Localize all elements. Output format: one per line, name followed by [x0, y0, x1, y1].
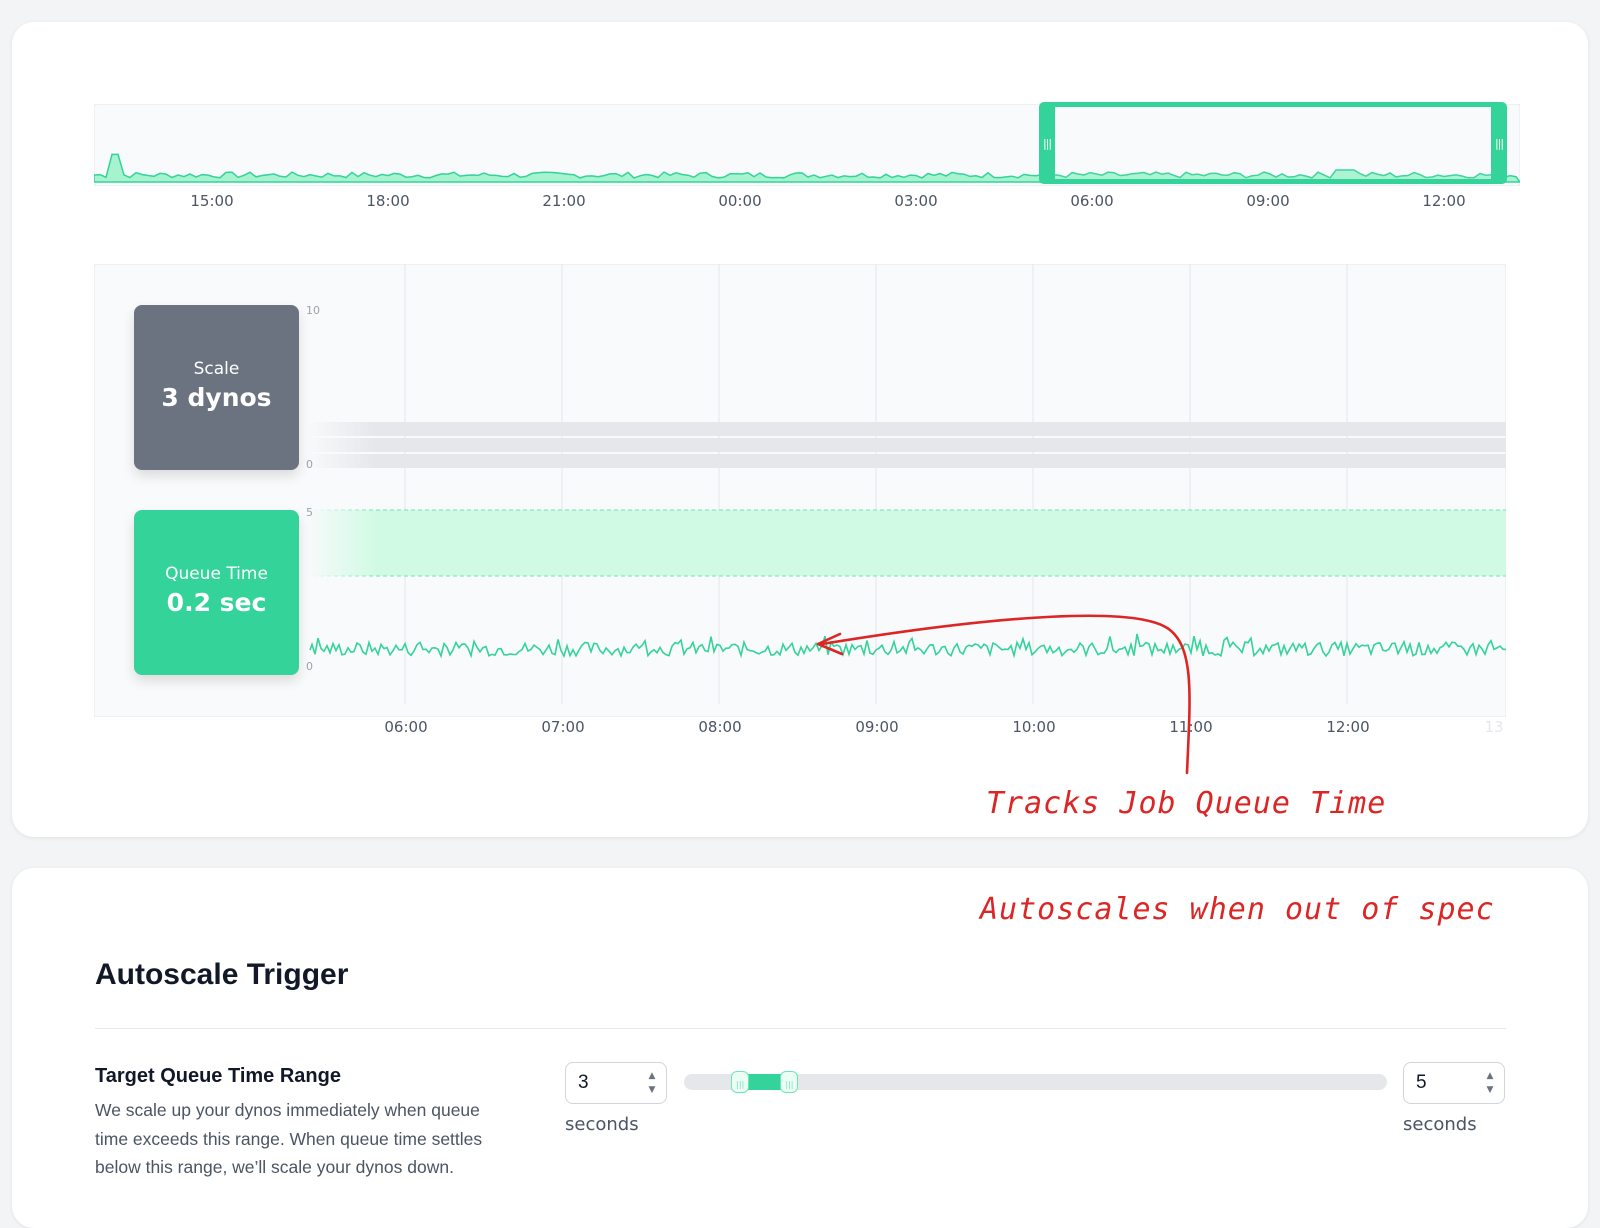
min-queue-input[interactable] — [566, 1063, 638, 1103]
annotation-autoscales: Autoscales when out of spec — [980, 892, 1495, 927]
grip-icon: ||| — [736, 1080, 745, 1089]
slider-min-thumb[interactable]: ||| — [731, 1071, 750, 1093]
section-divider — [95, 1028, 1506, 1029]
detail-tick: 08:00 — [698, 718, 742, 736]
scale-tile-label: Scale — [193, 359, 240, 379]
overview-tick: 00:00 — [718, 192, 762, 210]
selection-left-handle[interactable]: ||| — [1039, 107, 1055, 179]
overview-tick: 21:00 — [542, 192, 586, 210]
annotation-tracks: Tracks Job Queue Time — [986, 786, 1387, 821]
overview-tick: 03:00 — [894, 192, 938, 210]
detail-tick: 09:00 — [855, 718, 899, 736]
grip-icon: ||| — [785, 1080, 794, 1089]
queue-time-tile-label: Queue Time — [165, 564, 268, 584]
scale-tile: Scale 3 dynos — [134, 305, 299, 470]
overview-tick: 12:00 — [1422, 192, 1466, 210]
min-unit-label: seconds — [565, 1114, 639, 1135]
queue-range-slider[interactable]: ||| ||| — [684, 1071, 1387, 1093]
detail-tick: 11:00 — [1169, 718, 1213, 736]
chevron-down-icon[interactable]: ▼ — [1486, 1085, 1494, 1095]
detail-tick: 07:00 — [541, 718, 585, 736]
queue-y-min: 0 — [306, 660, 313, 673]
chevron-up-icon[interactable]: ▲ — [1486, 1071, 1494, 1081]
detail-tick: 13 — [1484, 718, 1504, 736]
scale-band — [306, 422, 1506, 436]
target-range-band — [306, 510, 1506, 576]
max-queue-stepper[interactable]: ▲ ▼ — [1403, 1062, 1505, 1104]
grip-icon: ||| — [1042, 136, 1052, 150]
autoscale-card — [12, 868, 1588, 1228]
detail-tick: 12:00 — [1326, 718, 1370, 736]
slider-selected-range — [740, 1074, 790, 1090]
overview-tick: 18:00 — [366, 192, 410, 210]
scale-band — [306, 454, 1506, 468]
max-unit-label: seconds — [1403, 1114, 1477, 1135]
section-title: Autoscale Trigger — [95, 958, 349, 991]
scale-band — [306, 438, 1506, 452]
scale-y-max: 10 — [306, 304, 320, 317]
scale-y-min: 0 — [306, 458, 313, 471]
stepper-controls[interactable]: ▲ ▼ — [1484, 1069, 1496, 1097]
scale-tile-value: 3 dynos — [161, 383, 272, 412]
detail-chart: 10 0 5 0 — [94, 264, 1506, 717]
selection-right-handle[interactable]: ||| — [1491, 107, 1507, 179]
detail-tick: 06:00 — [384, 718, 428, 736]
range-description: We scale up your dynos immediately when … — [95, 1100, 483, 1177]
overview-sparkline — [94, 104, 1520, 186]
max-queue-input[interactable] — [1404, 1063, 1476, 1103]
range-label: Target Queue Time Range — [95, 1065, 341, 1087]
stepper-controls[interactable]: ▲ ▼ — [646, 1069, 658, 1097]
min-queue-stepper[interactable]: ▲ ▼ — [565, 1062, 667, 1104]
overview-chart[interactable]: ||| ||| — [94, 102, 1520, 186]
slider-max-thumb[interactable]: ||| — [780, 1071, 799, 1093]
overview-selection[interactable]: ||| ||| — [1039, 102, 1507, 184]
overview-tick: 06:00 — [1070, 192, 1114, 210]
queue-y-max: 5 — [306, 506, 313, 519]
queue-time-tile-value: 0.2 sec — [166, 588, 267, 617]
grip-icon: ||| — [1494, 136, 1504, 150]
detail-chart-canvas — [94, 264, 1506, 717]
queue-time-tile: Queue Time 0.2 sec — [134, 510, 299, 675]
overview-tick: 15:00 — [190, 192, 234, 210]
chevron-up-icon[interactable]: ▲ — [648, 1071, 656, 1081]
overview-tick: 09:00 — [1246, 192, 1290, 210]
detail-tick: 10:00 — [1012, 718, 1056, 736]
chevron-down-icon[interactable]: ▼ — [648, 1085, 656, 1095]
